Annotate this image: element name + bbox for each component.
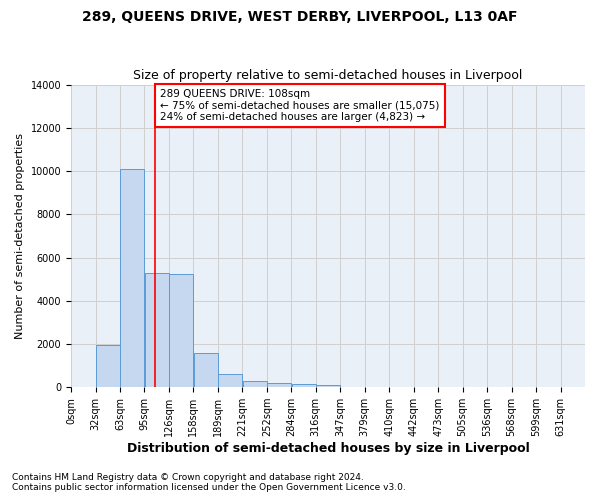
- Text: 289 QUEENS DRIVE: 108sqm
← 75% of semi-detached houses are smaller (15,075)
24% : 289 QUEENS DRIVE: 108sqm ← 75% of semi-d…: [160, 89, 440, 122]
- Bar: [145, 272, 169, 387]
- Text: 289, QUEENS DRIVE, WEST DERBY, LIVERPOOL, L13 0AF: 289, QUEENS DRIVE, WEST DERBY, LIVERPOOL…: [82, 10, 518, 24]
- Y-axis label: Number of semi-detached properties: Number of semi-detached properties: [15, 133, 25, 339]
- Bar: [218, 374, 242, 387]
- X-axis label: Distribution of semi-detached houses by size in Liverpool: Distribution of semi-detached houses by …: [127, 442, 529, 455]
- Bar: [120, 169, 144, 387]
- Bar: [292, 384, 316, 387]
- Bar: [316, 384, 340, 387]
- Bar: [96, 345, 120, 387]
- Text: Contains HM Land Registry data © Crown copyright and database right 2024.
Contai: Contains HM Land Registry data © Crown c…: [12, 473, 406, 492]
- Bar: [194, 353, 218, 387]
- Bar: [169, 274, 193, 387]
- Title: Size of property relative to semi-detached houses in Liverpool: Size of property relative to semi-detach…: [133, 69, 523, 82]
- Bar: [267, 383, 291, 387]
- Bar: [242, 381, 266, 387]
